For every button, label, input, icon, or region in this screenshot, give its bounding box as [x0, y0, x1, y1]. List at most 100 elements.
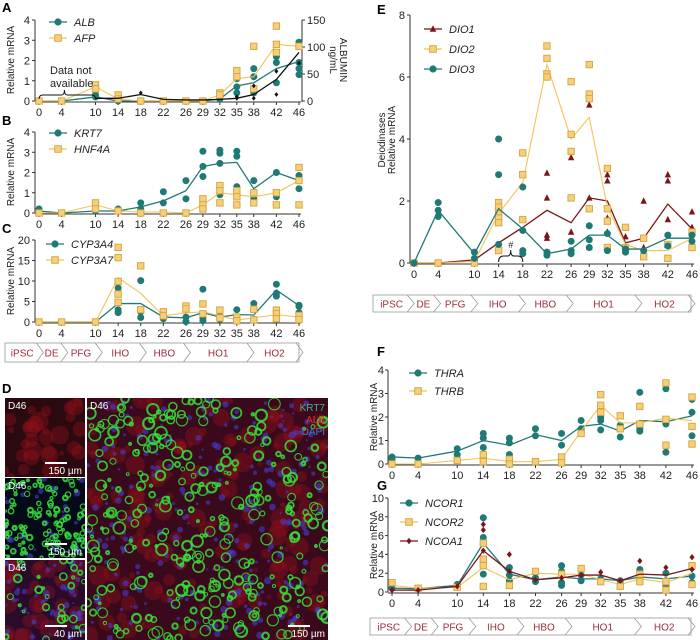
- dapi-signal: [243, 447, 246, 451]
- krt7-signal: [107, 477, 112, 483]
- krt7-signal: [321, 519, 328, 532]
- y2-tick-label: 50: [307, 69, 319, 81]
- krt7-signal: [5, 534, 10, 540]
- dapi-signal: [226, 550, 233, 556]
- krt7-signal: [89, 546, 101, 558]
- day-label: D46: [8, 481, 27, 492]
- krt7-signal: [224, 607, 236, 619]
- legend-label: KRT7: [74, 128, 103, 140]
- krt7-signal: [193, 398, 203, 406]
- krt7-signal: [36, 500, 42, 507]
- krt7-signal: [307, 517, 320, 530]
- dapi-signal: [213, 469, 217, 473]
- dapi-signal: [183, 509, 186, 512]
- alb-signal: [38, 430, 54, 446]
- x-tick-label: 35: [231, 328, 243, 340]
- x-tick-label: 42: [662, 269, 674, 281]
- krt7-signal: [9, 504, 14, 509]
- alb-signal: [187, 508, 206, 528]
- krt7-signal: [21, 540, 26, 545]
- data-point: [543, 234, 551, 241]
- dapi-signal: [26, 553, 34, 558]
- data-point: [519, 149, 527, 157]
- data-point: [662, 379, 670, 387]
- krt7-signal: [107, 509, 115, 517]
- krt7-signal: [310, 424, 316, 430]
- data-point: [250, 42, 258, 50]
- dapi-signal: [106, 635, 113, 640]
- krt7-signal: [254, 408, 269, 423]
- data-point: [621, 223, 630, 231]
- dapi-signal: [76, 609, 83, 617]
- krt7-signal: [17, 543, 22, 548]
- alb-signal: [88, 565, 109, 586]
- krt7-signal: [5, 633, 10, 640]
- data-point: [272, 189, 281, 197]
- legend-item: DIO1: [424, 24, 475, 36]
- alb-signal: [20, 439, 30, 450]
- data-point: [233, 306, 241, 314]
- krt7-signal: [56, 520, 64, 529]
- krt7-signal: [142, 444, 152, 453]
- krt7-signal: [42, 530, 49, 538]
- data-point: [182, 177, 190, 185]
- y-axis-title: Relative mRNA: [6, 26, 17, 95]
- alb-signal: [40, 405, 52, 417]
- data-point: [640, 197, 647, 204]
- micrograph: D46 40 µm: [5, 560, 85, 640]
- data-point: [272, 40, 281, 48]
- data-point: [251, 83, 256, 89]
- krt7-signal: [139, 473, 149, 483]
- alb-signal: [87, 626, 99, 640]
- stage-label-de: DE: [414, 623, 428, 634]
- legend-label: HNF4A: [74, 144, 110, 156]
- krt7-signal: [73, 532, 81, 540]
- krt7-signal: [251, 612, 258, 619]
- krt7-signal: [53, 513, 58, 518]
- alb-signal: [201, 478, 212, 489]
- alb-signal: [6, 560, 19, 571]
- krt7-signal: [95, 479, 107, 492]
- dapi-signal: [150, 465, 155, 470]
- krt7-signal: [79, 530, 85, 537]
- alb-signal: [31, 613, 37, 619]
- alb-signal: [65, 412, 76, 423]
- krt7-signal: [132, 544, 137, 550]
- krt7-signal: [185, 461, 196, 472]
- krt7-signal: [79, 536, 85, 543]
- alb-signal: [296, 471, 307, 482]
- dapi-signal: [214, 443, 222, 451]
- dapi-signal: [151, 472, 156, 477]
- krt7-signal: [67, 581, 76, 590]
- image-content: [5, 560, 85, 640]
- data-point: [577, 429, 585, 438]
- alb-signal: [22, 421, 34, 433]
- krt7-signal: [183, 616, 191, 624]
- data-point: [567, 228, 575, 235]
- dapi-signal: [223, 624, 229, 630]
- krt7-signal: [155, 542, 169, 557]
- data-point: [159, 188, 167, 196]
- alb-signal: [223, 433, 238, 448]
- series-line: [414, 62, 693, 264]
- dapi-signal: [257, 617, 264, 623]
- x-tick-label: 29: [583, 269, 595, 281]
- data-point: [558, 441, 566, 449]
- krt7-signal: [44, 484, 52, 492]
- data-point: [159, 97, 167, 105]
- series-line: [39, 276, 300, 323]
- x-tick-label: 35: [614, 470, 626, 482]
- data-point: [688, 432, 696, 440]
- x-tick-label: 0: [411, 269, 417, 281]
- dapi-signal: [258, 507, 261, 510]
- dapi-signal: [249, 568, 253, 573]
- alb-signal: [59, 450, 65, 456]
- alb-signal: [31, 561, 49, 580]
- krt7-signal: [23, 490, 31, 498]
- data-point: [453, 456, 461, 465]
- dapi-signal: [160, 423, 163, 427]
- alb-signal: [134, 424, 145, 434]
- data-point: [114, 95, 122, 103]
- series-albumin: [95, 51, 301, 101]
- x-tick-label: 26: [180, 219, 192, 231]
